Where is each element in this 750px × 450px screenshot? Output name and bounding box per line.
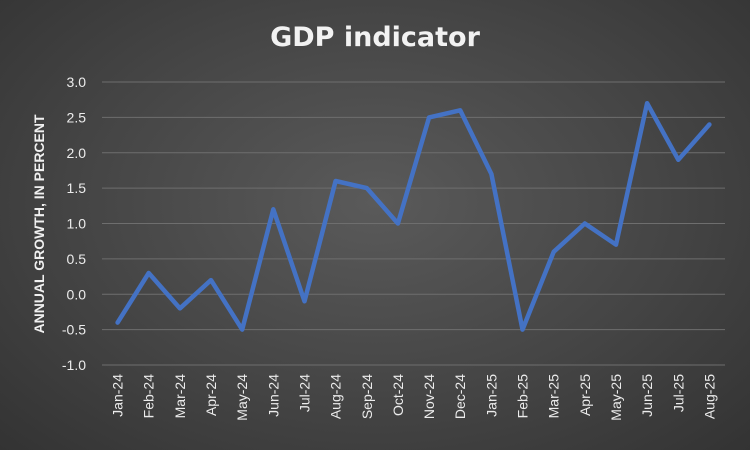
x-tick-label: Feb-25 [515, 374, 531, 419]
x-tick-label: Mar-25 [546, 374, 562, 419]
y-axis-tick-labels: -1.0 -0.5 0.0 0.5 1.0 1.5 2.0 2.5 3.0 [62, 74, 86, 373]
y-axis-label: ANNUAL GROWTH, IN PERCENT [31, 114, 47, 334]
x-tick-label: Sep-24 [359, 374, 375, 419]
y-tick-label: -1.0 [62, 357, 86, 373]
x-tick-label: Apr-25 [577, 374, 593, 416]
series-line [115, 100, 712, 332]
y-tick-label: 2.5 [67, 109, 87, 125]
x-tick-label: Jan-25 [483, 374, 499, 417]
x-tick-label: Aug-25 [701, 374, 717, 419]
x-tick-label: Jul-25 [670, 374, 686, 412]
y-tick-label: 0.5 [67, 251, 87, 267]
x-tick-label: Oct-24 [390, 374, 406, 416]
x-tick-label: Jun-25 [639, 374, 655, 417]
series-group [115, 100, 712, 332]
gridlines [102, 81, 725, 366]
chart-title: GDP indicator [270, 22, 481, 53]
y-tick-label: 0.0 [67, 286, 87, 302]
x-tick-label: Jul-24 [296, 374, 312, 412]
x-tick-label: May-24 [234, 374, 250, 421]
x-tick-label: Apr-24 [203, 374, 219, 416]
x-tick-label: May-25 [608, 374, 624, 421]
y-tick-label: 2.0 [67, 145, 87, 161]
x-tick-label: Aug-24 [328, 374, 344, 419]
x-tick-label: Jun-24 [265, 374, 281, 417]
y-tick-label: -0.5 [62, 322, 86, 338]
x-tick-label: Jan-24 [110, 374, 126, 417]
x-tick-label: Feb-24 [141, 374, 157, 419]
x-tick-label: Mar-24 [172, 374, 188, 419]
y-tick-label: 1.0 [67, 216, 87, 232]
x-tick-label: Nov-24 [421, 374, 437, 419]
x-tick-label: Dec-24 [452, 374, 468, 419]
y-tick-label: 1.5 [67, 180, 87, 196]
x-axis-tick-labels: Jan-24 Feb-24 Mar-24 Apr-24 May-24 Jun-24 Jul-… [110, 374, 718, 421]
y-tick-label: 3.0 [67, 74, 87, 90]
